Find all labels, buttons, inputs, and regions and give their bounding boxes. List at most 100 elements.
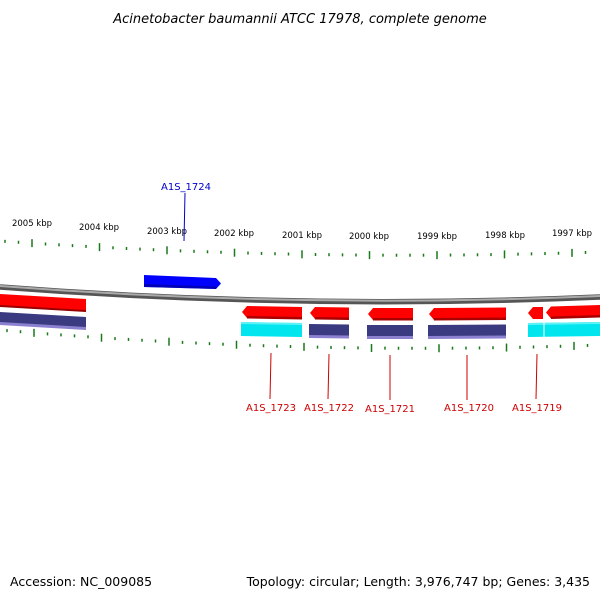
scale-label-1998: 1998 kbp: [485, 231, 525, 241]
minor-tick: [179, 249, 182, 253]
gene-partial-right[interactable]: [546, 305, 600, 319]
minor-tick: [4, 239, 6, 243]
rna-right[interactable]: [528, 322, 600, 337]
gene-label-a1s-1723[interactable]: A1S_1723: [246, 403, 296, 414]
major-tick: [368, 251, 371, 260]
cds-partial-left-shade: [0, 322, 86, 330]
major-tick: [573, 341, 575, 350]
major-tick: [503, 250, 506, 259]
minor-tick: [478, 346, 481, 350]
minor-tick: [559, 344, 562, 348]
gene-a1s-1719[interactable]: [528, 307, 543, 319]
minor-tick: [476, 253, 479, 257]
minor-tick: [289, 345, 292, 349]
minor-tick: [73, 334, 76, 338]
minor-tick: [463, 253, 465, 257]
leader-a1s-1724: [183, 192, 186, 242]
minor-tick: [328, 253, 330, 257]
cds-a1s-1722-shade: [309, 335, 349, 339]
minor-tick: [341, 253, 344, 257]
scale-label-2004: 2004 kbp: [79, 223, 119, 233]
major-tick: [233, 248, 236, 257]
major-tick: [33, 328, 35, 337]
rna-a1s-1723[interactable]: [241, 322, 302, 337]
gene-partial-left-shade: [0, 305, 86, 312]
minor-tick: [355, 253, 357, 257]
major-tick: [301, 250, 303, 259]
gene-label-a1s-1719[interactable]: A1S_1719: [512, 403, 562, 414]
cds-a1s-1720-shade: [428, 335, 506, 339]
minor-tick: [314, 253, 317, 257]
minor-tick: [193, 249, 195, 253]
scale-label-2003: 2003 kbp: [147, 227, 187, 237]
scale-ticks: [4, 239, 589, 353]
minor-tick: [544, 252, 546, 256]
minor-tick: [330, 345, 332, 349]
genome-summary-text: Topology: circular; Length: 3,976,747 bp…: [246, 574, 590, 589]
minor-tick: [546, 345, 548, 349]
gene-label-a1s-1721[interactable]: A1S_1721: [365, 404, 415, 415]
minor-tick: [112, 246, 114, 250]
gene-a1s-1721[interactable]: [368, 308, 413, 320]
minor-tick: [114, 337, 116, 341]
major-tick: [438, 344, 440, 353]
major-tick: [436, 251, 438, 260]
genome-backbone: [0, 285, 600, 302]
rna-right-shade: [528, 322, 600, 325]
major-tick: [166, 246, 168, 255]
minor-tick: [44, 242, 47, 246]
gene-a1s-1721-shade: [373, 318, 413, 321]
leader-a1s-1722: [327, 353, 330, 400]
minor-tick: [343, 346, 346, 350]
minor-tick: [141, 338, 143, 342]
minor-tick: [260, 251, 263, 255]
scale-label-2005: 2005 kbp: [12, 219, 52, 229]
minor-tick: [276, 344, 278, 348]
minor-tick: [316, 345, 319, 349]
gene-a1s-1722-shade: [315, 317, 349, 320]
major-tick: [571, 248, 573, 257]
cds-a1s-1721-shade: [367, 336, 413, 339]
gene-label-a1s-1722[interactable]: A1S_1722: [304, 403, 354, 414]
minor-tick: [586, 343, 589, 347]
major-tick: [505, 343, 508, 352]
minor-tick: [451, 346, 454, 350]
minor-tick: [492, 346, 494, 350]
minor-tick: [17, 240, 20, 244]
scale-label-2001: 2001 kbp: [282, 231, 322, 241]
cds-a1s-1721[interactable]: [367, 325, 413, 338]
minor-tick: [397, 346, 400, 350]
gene-a1s-1722[interactable]: [310, 307, 349, 320]
minor-tick: [382, 253, 384, 257]
minor-tick: [532, 345, 535, 349]
rna-a1s-1723-shade: [241, 322, 302, 325]
major-tick: [98, 243, 101, 252]
minor-tick: [490, 253, 492, 257]
scale-label-2000: 2000 kbp: [349, 232, 389, 242]
minor-tick: [557, 251, 560, 255]
gene-label-a1s-1724[interactable]: A1S_1724: [161, 182, 211, 193]
gene-a1s-1720[interactable]: [429, 307, 506, 321]
major-tick: [303, 342, 305, 351]
major-tick: [168, 337, 170, 346]
minor-tick: [422, 253, 425, 257]
genome-title: Acinetobacter baumannii ATCC 17978, comp…: [112, 12, 487, 27]
minor-tick: [249, 343, 251, 347]
minor-tick: [19, 330, 22, 334]
cds-a1s-1720[interactable]: [428, 324, 506, 339]
cds-a1s-1722[interactable]: [309, 324, 349, 338]
gene-label-a1s-1720[interactable]: A1S_1720: [444, 403, 494, 414]
minor-tick: [71, 244, 74, 248]
minor-tick: [424, 346, 427, 350]
minor-tick: [154, 339, 157, 343]
minor-tick: [395, 253, 398, 257]
minor-tick: [517, 252, 519, 256]
minor-tick: [195, 341, 197, 345]
gene-a1s-1723[interactable]: [242, 306, 302, 319]
gene-partial-right-shade: [551, 315, 600, 319]
gene-a1s-1723-shade: [247, 316, 302, 320]
gene-a1s-1724-shade: [144, 284, 217, 289]
scale-label-1999: 1999 kbp: [417, 232, 457, 242]
minor-tick: [152, 248, 155, 252]
minor-tick: [208, 342, 211, 346]
